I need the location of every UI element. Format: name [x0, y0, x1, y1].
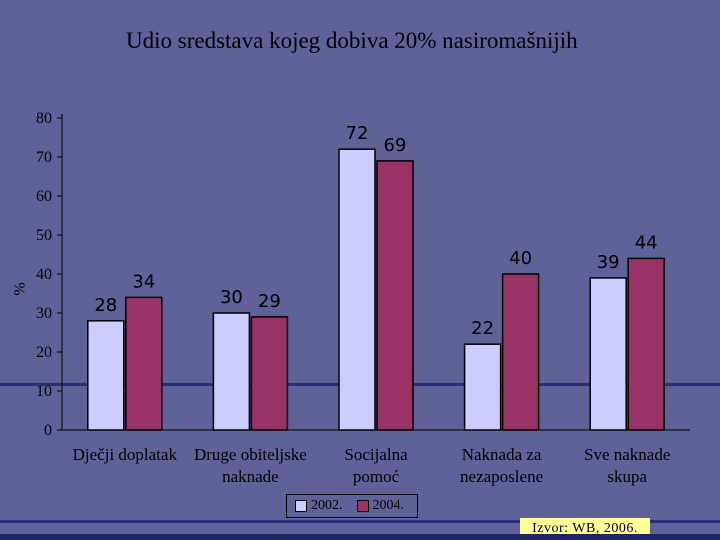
x-tick-label: Dječji doplatak — [73, 445, 178, 464]
legend-label-2004: 2004. — [372, 498, 405, 513]
y-tick-label: 70 — [36, 149, 52, 166]
bar-2002-4 — [589, 277, 627, 431]
y-tick-label: 50 — [36, 227, 52, 244]
bar-2004-3 — [501, 273, 540, 431]
y-tick-label: 0 — [44, 422, 52, 439]
data-label: 29 — [258, 291, 281, 312]
legend-swatch-2002 — [295, 500, 307, 512]
data-label: 39 — [597, 252, 620, 273]
legend: 2002. 2004. — [286, 494, 418, 518]
bar-2002-3 — [463, 343, 502, 431]
chart-title: Udio sredstava kojeg dobiva 20% nasiroma… — [126, 28, 578, 53]
data-label: 28 — [94, 295, 117, 316]
y-tick-label: 60 — [36, 188, 52, 205]
data-label: 72 — [346, 123, 369, 144]
x-tick-label: skupa — [607, 467, 647, 486]
y-tick-label: 20 — [36, 344, 52, 361]
legend-label-2002: 2002. — [311, 498, 343, 513]
x-tick-label: Sve naknade — [584, 445, 670, 464]
x-tick-label: naknade — [222, 467, 279, 486]
bar-2002-2 — [338, 148, 376, 431]
data-label: 34 — [132, 271, 155, 292]
background-stripe-lower — [0, 520, 720, 523]
bar-2004-1 — [250, 316, 289, 431]
bar-2002-1 — [212, 312, 251, 431]
y-tick-label: 30 — [36, 305, 52, 322]
x-tick-label: nezaposlene — [460, 467, 543, 486]
bar-2004-2 — [376, 160, 414, 431]
y-tick-label: 10 — [36, 383, 52, 400]
data-label: 44 — [635, 232, 658, 253]
bottom-bar — [0, 534, 720, 540]
bar-2002-0 — [87, 320, 125, 431]
y-tick-label: 40 — [36, 266, 52, 283]
bar-2004-4 — [627, 257, 665, 431]
data-label: 30 — [220, 287, 243, 308]
data-label: 22 — [471, 318, 494, 339]
y-tick-label: 80 — [36, 110, 52, 127]
data-label: 40 — [509, 248, 532, 269]
x-tick-label: Druge obiteljske — [194, 445, 307, 464]
x-tick-label: Naknada za — [462, 445, 542, 464]
x-tick-label: Socijalna — [344, 445, 408, 464]
bar-2004-0 — [125, 296, 163, 431]
x-tick-label: pomoć — [353, 467, 400, 486]
data-label: 69 — [384, 135, 407, 156]
legend-swatch-2004 — [356, 500, 369, 512]
